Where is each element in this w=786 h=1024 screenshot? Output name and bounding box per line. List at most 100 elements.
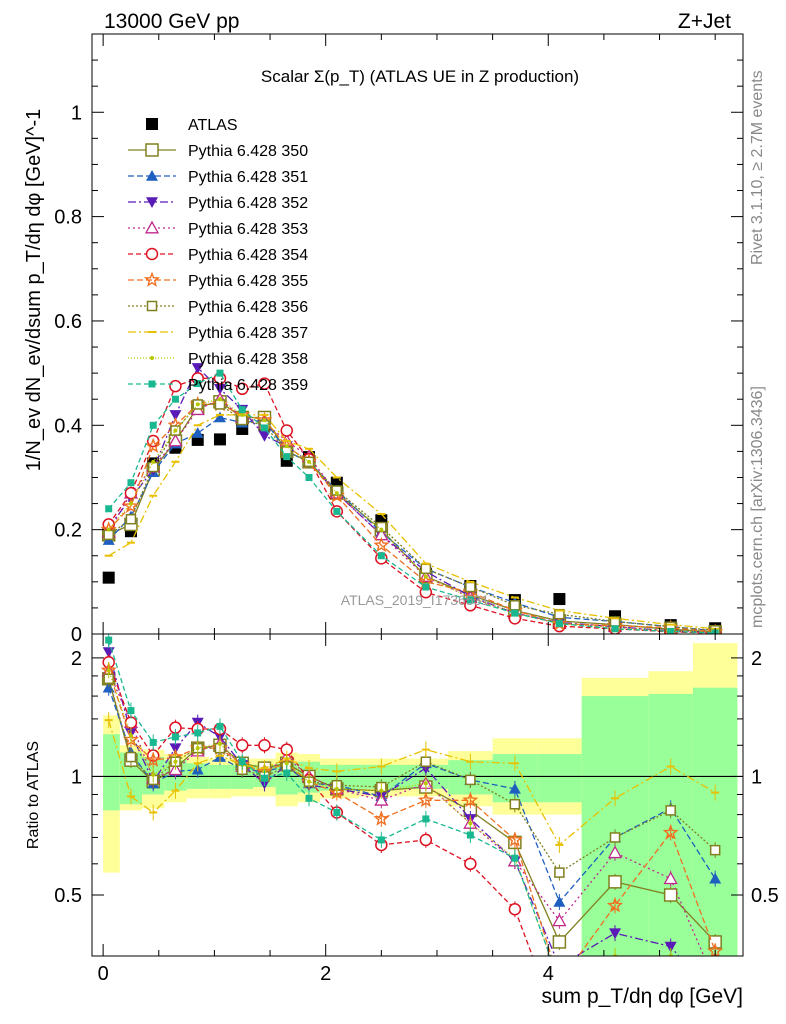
legend-marker — [146, 197, 158, 208]
ratio-point — [102, 681, 115, 693]
legend-marker — [148, 380, 156, 388]
data-point — [284, 444, 289, 449]
y-tick-label: 0.4 — [54, 415, 82, 437]
watermark-label: ATLAS_2019_I1736531 — [341, 592, 490, 608]
legend-entry-pythia-6-428-353: Pythia 6.428 353 — [128, 220, 308, 238]
data-point — [168, 433, 183, 447]
data-point — [106, 527, 111, 532]
legend-label: Pythia 6.428 359 — [188, 377, 308, 394]
data-point — [423, 574, 428, 579]
data-point — [373, 536, 390, 553]
data-point — [124, 486, 138, 500]
ratio-point — [608, 875, 622, 889]
ratio-point — [554, 867, 565, 878]
data-point — [553, 593, 566, 606]
legend-entry-pythia-6-428-355: Pythia 6.428 355 — [128, 271, 308, 290]
ratio-point — [283, 769, 291, 777]
uncertainty-band-inner — [537, 754, 582, 803]
y-tick-label: 1 — [71, 102, 82, 124]
ratio-point — [125, 751, 137, 763]
data-point — [379, 527, 384, 532]
data-point — [280, 424, 293, 437]
ratio-point — [216, 722, 224, 730]
ratio-point — [609, 832, 621, 843]
chart-title: Scalar Σ(p_T) (ATLAS UE in Z production) — [261, 67, 579, 86]
legend-marker — [145, 247, 159, 261]
ratio-point — [169, 743, 182, 755]
data-point — [334, 491, 339, 496]
y-tick-label: 0.2 — [54, 520, 82, 542]
ratio-point — [374, 792, 389, 806]
ratio-point — [195, 746, 200, 751]
ratio-point — [552, 935, 567, 949]
legend-label: Pythia 6.428 356 — [188, 299, 308, 316]
legend-label: Pythia 6.428 353 — [188, 221, 308, 238]
ratio-point — [663, 888, 678, 902]
main-y-axis-label: 1/N_ev dN_ev/dsum p_T/dη dφ [GeV]^-1 — [23, 109, 45, 472]
main-panel: 0 0.2 0.4 0.6 0.8 1 Scalar Σ(p_T) (ATLAS UE i… — [23, 33, 744, 646]
data-point — [213, 433, 226, 446]
ratio-point — [609, 928, 622, 940]
data-point — [377, 552, 385, 560]
ratio-point — [420, 756, 432, 767]
ratio-point — [194, 729, 202, 737]
ratio-point — [106, 668, 111, 673]
ratio-series-pythia-6-428-357 — [104, 712, 720, 853]
ratio-point — [465, 774, 476, 786]
y-tick-label: 0.6 — [54, 311, 82, 333]
ratio-panel: 0.5 0.5 1 1 2 2 0 2 4 Ratio to ATLAS sum p_T/dη … — [25, 633, 779, 1008]
ratio-point — [607, 845, 623, 859]
legend-entry-pythia-6-428-351: Pythia 6.428 351 — [128, 169, 308, 186]
data-point — [555, 620, 563, 628]
ratio-point — [423, 781, 428, 786]
data-point — [191, 427, 204, 438]
data-point — [169, 379, 182, 393]
legend-label: Pythia 6.428 354 — [188, 247, 308, 264]
ratio-series-pythia-6-428-359 — [105, 634, 551, 956]
ratio-y-tick-label-right: 1 — [751, 766, 762, 788]
data-point — [258, 430, 271, 442]
ratio-point — [105, 636, 113, 644]
data-point — [213, 411, 226, 423]
data-point — [125, 513, 137, 525]
ratio-point — [128, 733, 133, 738]
ratio-point — [506, 831, 523, 847]
y-tick-label: 0.8 — [54, 207, 82, 229]
data-point — [194, 380, 202, 388]
data-point — [307, 459, 311, 464]
data-point — [667, 627, 675, 634]
ratio-point — [553, 895, 566, 907]
data-point — [262, 418, 267, 423]
ratio-point — [149, 738, 157, 746]
ratio-point — [377, 836, 385, 844]
ratio-point — [305, 794, 313, 802]
ratio-point — [508, 903, 522, 916]
legend-marker — [146, 300, 158, 312]
legend-label: Pythia 6.428 352 — [188, 195, 308, 212]
ratio-point — [466, 831, 474, 839]
data-point — [151, 459, 156, 464]
ratio-point — [419, 833, 433, 847]
legend-entry-pythia-6-428-359: Pythia 6.428 359 — [128, 377, 308, 394]
ratio-y-tick-label: 2 — [71, 648, 82, 670]
ratio-point — [709, 844, 721, 856]
ratio-point — [217, 741, 222, 746]
data-point — [465, 581, 476, 593]
ratio-y-tick-label-right: 2 — [751, 648, 762, 670]
legend-marker — [146, 170, 158, 181]
ratio-point — [664, 941, 677, 953]
data-point — [128, 501, 133, 506]
x-tick-label: 0 — [98, 963, 109, 985]
ratio-point — [235, 739, 249, 752]
ratio-point — [258, 739, 271, 752]
data-point — [240, 412, 245, 417]
ratio-point — [171, 733, 179, 741]
legend-label: Pythia 6.428 357 — [188, 325, 308, 342]
ratio-y-tick-label: 1 — [71, 766, 82, 788]
y-tick-label: 0 — [71, 624, 82, 646]
ratio-point — [284, 761, 289, 766]
data-point — [333, 507, 341, 515]
ratio-y-axis-label: Ratio to ATLAS — [25, 741, 42, 849]
process-label: Z+Jet — [678, 10, 731, 33]
